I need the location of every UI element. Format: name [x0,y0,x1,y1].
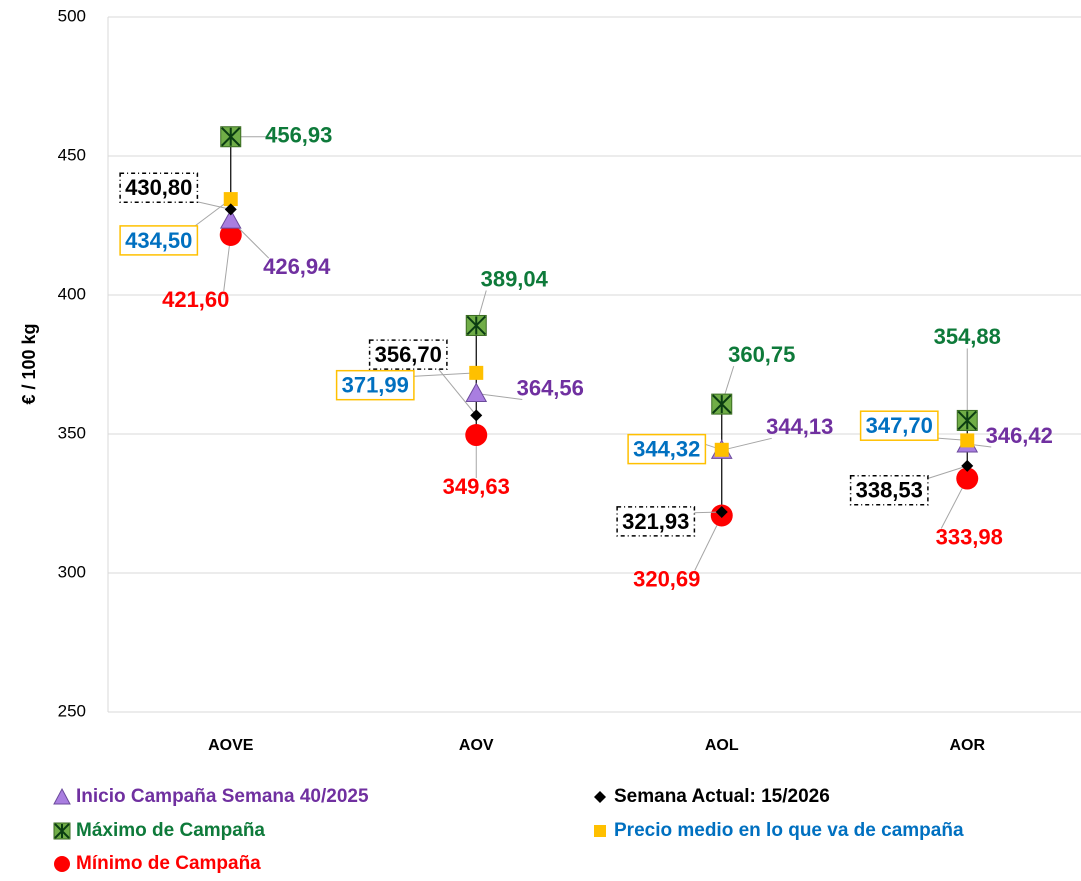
marker [223,192,238,207]
legend-symbol [594,825,606,837]
y-tick-label: 500 [58,6,86,25]
legend-label: Semana Actual: 15/2026 [614,786,830,807]
legend-item: Máximo de Campaña [53,820,265,841]
marker [960,433,975,448]
marker [469,365,484,380]
value-label: 371,99 [342,373,409,398]
legend-symbol [54,856,70,872]
legend-symbol [594,791,606,803]
marker [224,203,237,216]
triangle-marker [219,209,242,229]
y-tick-label: 400 [58,284,86,303]
value-label: 344,32 [633,437,700,462]
marker [219,223,242,246]
marker [956,409,978,431]
square-marker [714,442,729,457]
leader-line [403,372,477,378]
legend-label: Máximo de Campaña [76,820,265,841]
value-label: 430,80 [125,175,192,200]
legend-item: Mínimo de Campaña [54,853,261,874]
value-label: 344,13 [766,414,833,439]
x-tick-label: AOL [705,737,739,754]
value-label: 364,56 [517,375,584,400]
circle-marker [956,467,979,490]
leader-line [435,366,477,416]
triangle-marker [465,382,488,403]
value-label: 338,53 [856,478,923,503]
y-tick-label: 300 [58,562,86,581]
value-label: 456,93 [265,123,332,148]
marker [465,424,488,447]
marker [219,209,242,229]
marker [465,382,488,403]
circle-marker [465,424,488,447]
diamond-marker [961,459,974,472]
x-marker [466,315,486,336]
value-label: 354,88 [934,324,1001,349]
legend-item: Semana Actual: 15/2026 [594,786,830,807]
value-label: 356,70 [375,342,442,367]
square-marker [469,365,484,380]
label-box [627,433,707,465]
marker [956,467,979,490]
y-axis-label: € / 100 kg [19,323,39,404]
y-tick-label: 250 [58,701,86,720]
label-box [119,172,199,203]
x-marker [712,394,732,414]
value-label: 360,75 [728,342,795,367]
legend-label: Precio medio en lo que va de campaña [614,820,964,841]
x-tick-label: AOR [949,737,985,754]
value-label: 421,60 [162,287,229,312]
diamond-marker [715,506,728,519]
value-label: 320,69 [633,566,700,591]
label-box [616,506,696,537]
marker [470,409,483,422]
legend-item: Inicio Campaña Semana 40/2025 [53,786,369,807]
leader-line [721,437,772,451]
value-label: 434,50 [125,228,192,253]
y-tick-label: 450 [58,145,86,164]
diamond-marker [224,203,237,216]
x-tick-label: AOVE [208,737,254,754]
value-label: 346,42 [986,423,1053,448]
legend-label: Mínimo de Campaña [76,853,261,874]
label-box [119,225,199,256]
diamond-marker [470,409,483,422]
label-box [849,474,929,506]
marker [715,506,728,519]
square-marker [960,433,975,448]
label-box [335,369,415,401]
value-label: 426,94 [263,254,331,279]
value-label: 347,70 [866,413,933,438]
x-marker [957,410,977,431]
y-tick-label: 350 [58,423,86,442]
value-label: 349,63 [443,474,510,499]
marker [711,393,733,415]
value-label: 321,93 [622,509,689,534]
legend-item: Precio medio en lo que va de campaña [594,820,964,841]
marker [714,442,729,457]
x-marker [221,127,241,147]
marker [961,459,974,472]
x-tick-label: AOV [459,737,494,754]
legend-label: Inicio Campaña Semana 40/2025 [76,786,369,807]
leader-line [476,393,523,401]
legend-symbol [53,787,71,805]
legend-symbol [54,823,70,839]
marker [220,126,242,148]
label-box [368,339,448,370]
value-label: 389,04 [481,266,549,291]
label-box [859,410,939,441]
square-marker [223,192,238,207]
value-label: 333,98 [936,524,1003,549]
circle-marker [219,223,242,246]
marker [465,314,487,336]
